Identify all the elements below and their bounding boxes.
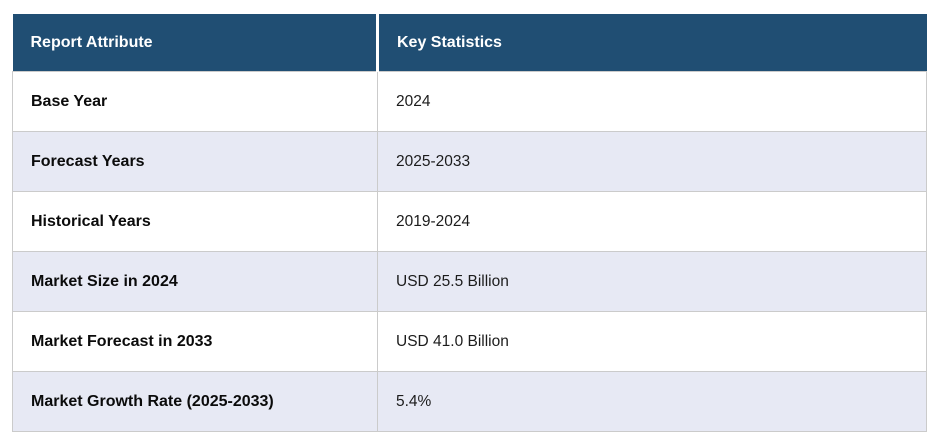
column-header-key-statistics: Key Statistics (377, 14, 927, 72)
value-cell: 5.4% (377, 371, 927, 432)
attribute-cell: Forecast Years (12, 131, 378, 192)
attribute-cell: Base Year (12, 71, 378, 132)
value-cell: 2025-2033 (377, 131, 927, 192)
value-cell: USD 25.5 Billion (377, 251, 927, 312)
report-attributes-table: Report Attribute Key Statistics Base Yea… (12, 14, 927, 432)
table-row-market-size: Market Size in 2024 USD 25.5 Billion (12, 251, 927, 312)
table-header-row: Report Attribute Key Statistics (12, 14, 927, 72)
table-row-historical-years: Historical Years 2019-2024 (12, 191, 927, 252)
attribute-cell: Market Forecast in 2033 (12, 311, 378, 372)
attribute-cell: Historical Years (12, 191, 378, 252)
table-row-market-forecast: Market Forecast in 2033 USD 41.0 Billion (12, 311, 927, 372)
value-cell: 2024 (377, 71, 927, 132)
value-cell: 2019-2024 (377, 191, 927, 252)
table-row-base-year: Base Year 2024 (12, 71, 927, 132)
attribute-cell: Market Size in 2024 (12, 251, 378, 312)
value-cell: USD 41.0 Billion (377, 311, 927, 372)
attribute-cell: Market Growth Rate (2025-2033) (12, 371, 378, 432)
table-row-growth-rate: Market Growth Rate (2025-2033) 5.4% (12, 371, 927, 432)
table-row-forecast-years: Forecast Years 2025-2033 (12, 131, 927, 192)
column-header-report-attribute: Report Attribute (12, 14, 379, 72)
